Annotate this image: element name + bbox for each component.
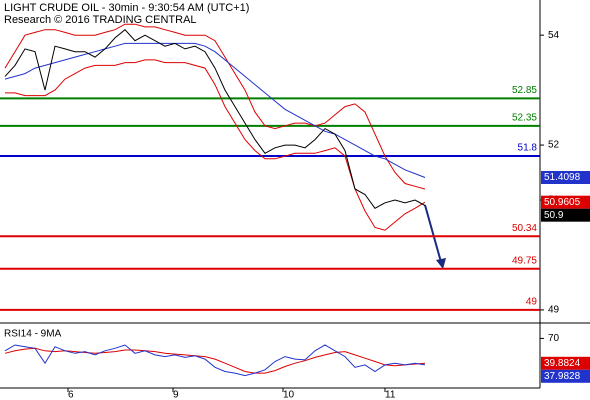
value-tag-box bbox=[541, 195, 590, 209]
series-line bbox=[4, 42, 426, 178]
value-tag: 50.9 bbox=[544, 210, 564, 221]
series-line bbox=[4, 347, 426, 374]
x-tick-label: 11 bbox=[385, 390, 396, 400]
level-label: 49.75 bbox=[512, 255, 537, 266]
value-tag: 37.9828 bbox=[544, 371, 581, 382]
level-label: 49 bbox=[526, 297, 538, 308]
value-tag: 51.4098 bbox=[544, 172, 581, 183]
y-tick-label: 49 bbox=[548, 305, 560, 316]
y-tick-label: 70 bbox=[548, 333, 560, 344]
x-tick-label: 10 bbox=[283, 390, 295, 400]
chart-title: LIGHT CRUDE OIL - 30min - 9:30:54 AM (UT… bbox=[4, 2, 249, 14]
value-tag-box bbox=[541, 208, 590, 222]
series-line bbox=[4, 344, 426, 377]
value-tag-box bbox=[541, 170, 590, 184]
level-label: 52.85 bbox=[512, 85, 537, 96]
forecast-arrow bbox=[424, 204, 442, 263]
chart-subtitle: Research © 2016 TRADING CENTRAL bbox=[4, 14, 197, 26]
level-label: 52.35 bbox=[512, 112, 537, 123]
value-tag-box bbox=[541, 356, 590, 370]
value-tag: 39.8824 bbox=[544, 358, 581, 369]
y-tick-label: 54 bbox=[548, 30, 560, 41]
y-tick-label: 52 bbox=[548, 140, 560, 151]
x-tick-label: 9 bbox=[173, 390, 179, 400]
value-tag: 50.9605 bbox=[544, 197, 581, 208]
x-tick-label: 6 bbox=[68, 390, 74, 400]
series-line bbox=[4, 23, 426, 190]
value-tag-box bbox=[541, 369, 590, 383]
level-label: 50.34 bbox=[512, 223, 537, 234]
series-line bbox=[4, 29, 426, 209]
forecast-arrowhead bbox=[436, 258, 446, 269]
level-label: 51.8 bbox=[518, 143, 538, 154]
panel-title: RSI14 - 9MA bbox=[4, 329, 62, 340]
